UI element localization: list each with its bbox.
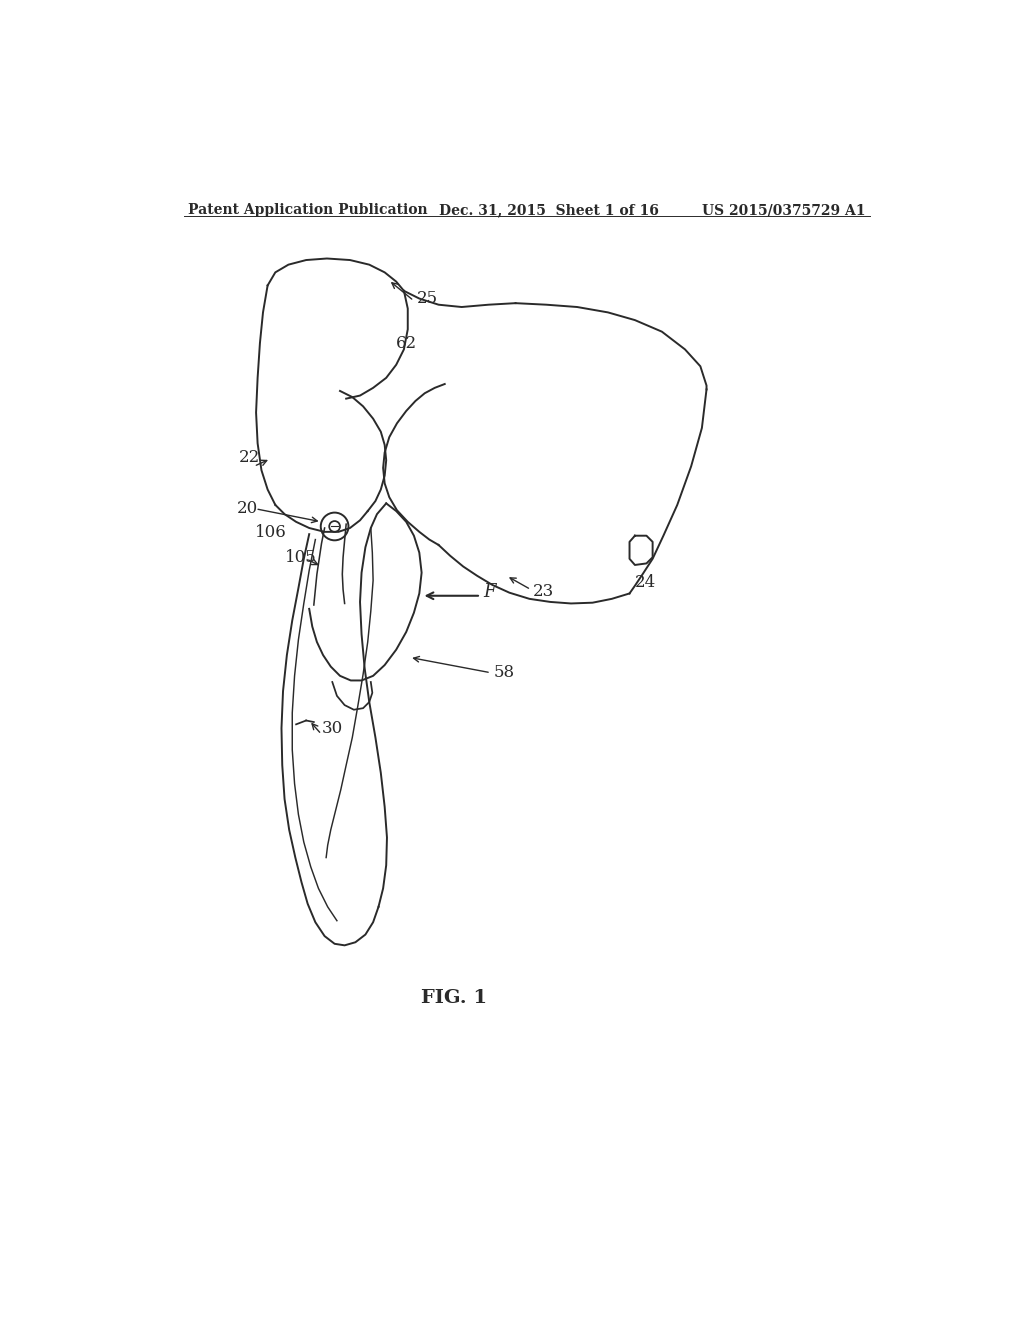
- Text: 62: 62: [396, 335, 418, 351]
- Text: 24: 24: [635, 574, 656, 591]
- Text: 23: 23: [532, 582, 554, 599]
- Text: Patent Application Publication: Patent Application Publication: [188, 203, 428, 216]
- Text: 25: 25: [417, 290, 438, 308]
- Text: 22: 22: [239, 449, 260, 466]
- Text: 106: 106: [255, 524, 287, 541]
- Text: Dec. 31, 2015  Sheet 1 of 16: Dec. 31, 2015 Sheet 1 of 16: [438, 203, 658, 216]
- Text: 30: 30: [322, 721, 343, 738]
- Text: F: F: [483, 583, 496, 601]
- Text: 105: 105: [285, 549, 316, 566]
- Text: FIG. 1: FIG. 1: [421, 989, 487, 1007]
- Text: 58: 58: [494, 664, 515, 681]
- Text: 20: 20: [237, 500, 258, 517]
- Text: US 2015/0375729 A1: US 2015/0375729 A1: [702, 203, 866, 216]
